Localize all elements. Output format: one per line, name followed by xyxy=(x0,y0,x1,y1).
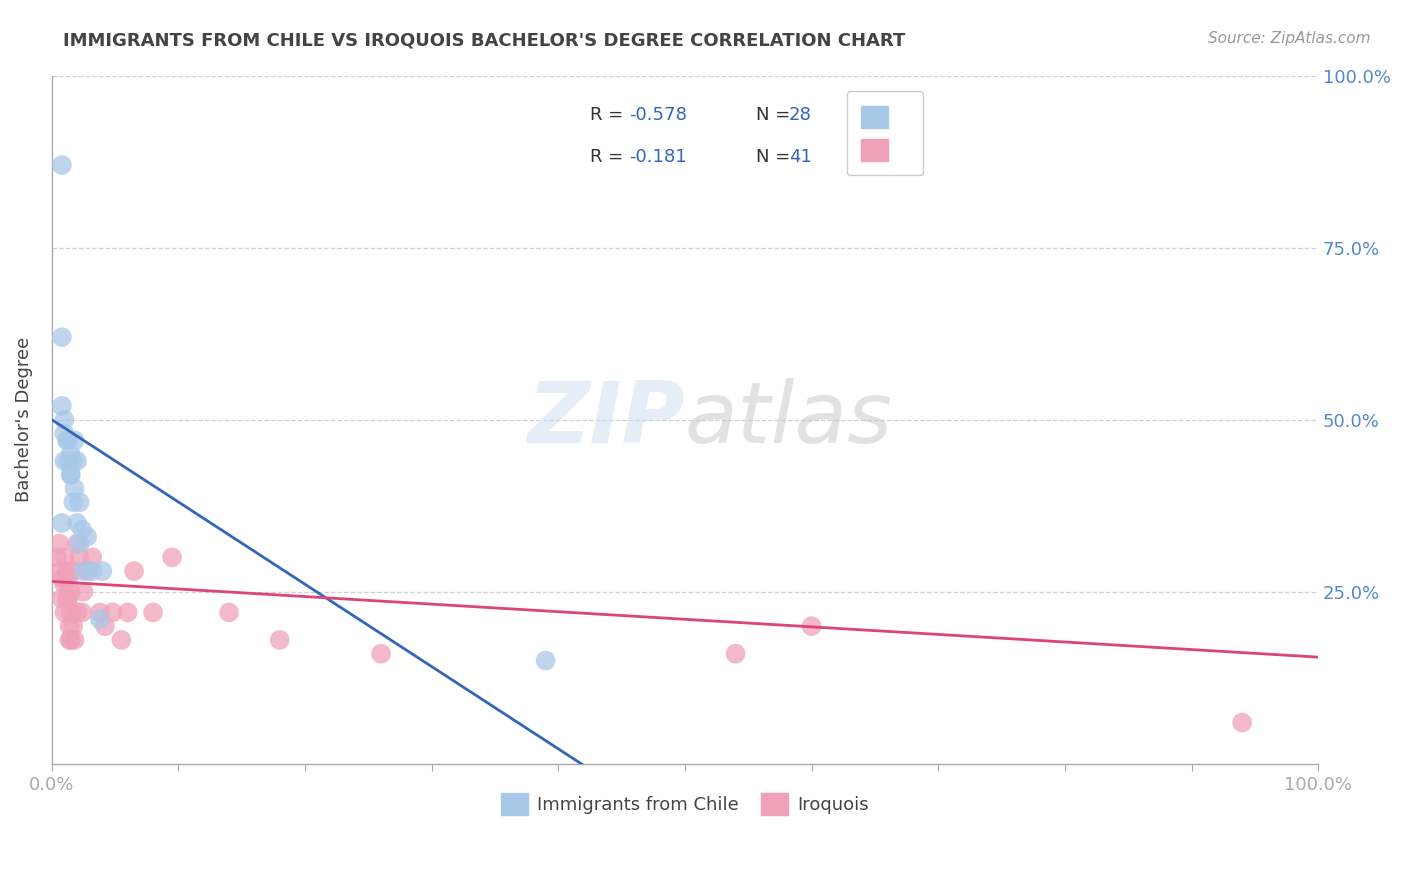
Point xyxy=(218,606,240,620)
Point xyxy=(56,434,79,448)
Point xyxy=(122,564,145,578)
Point xyxy=(53,606,76,620)
Point xyxy=(63,434,86,448)
Point xyxy=(69,550,91,565)
Text: Source: ZipAtlas.com: Source: ZipAtlas.com xyxy=(1208,31,1371,46)
Point xyxy=(58,632,80,647)
Point xyxy=(800,619,823,633)
Point xyxy=(59,467,82,482)
Point xyxy=(51,516,73,530)
Point xyxy=(66,516,89,530)
Point xyxy=(63,482,86,496)
Point xyxy=(89,606,111,620)
Point xyxy=(91,564,114,578)
Point xyxy=(53,550,76,565)
Point xyxy=(53,426,76,441)
Point xyxy=(269,632,291,647)
Point xyxy=(58,571,80,585)
Point xyxy=(70,606,93,620)
Point xyxy=(69,495,91,509)
Point xyxy=(69,536,91,550)
Text: ZIP: ZIP xyxy=(527,378,685,461)
Point xyxy=(60,564,83,578)
Point xyxy=(58,619,80,633)
Text: R =: R = xyxy=(591,148,628,166)
Point xyxy=(56,591,79,606)
Point xyxy=(59,467,82,482)
Point xyxy=(53,412,76,426)
Text: atlas: atlas xyxy=(685,378,893,461)
Point xyxy=(117,606,139,620)
Legend: Immigrants from Chile, Iroquois: Immigrants from Chile, Iroquois xyxy=(492,783,877,823)
Point xyxy=(160,550,183,565)
Point xyxy=(59,584,82,599)
Point xyxy=(72,564,94,578)
Point xyxy=(76,564,98,578)
Point xyxy=(1230,715,1253,730)
Point xyxy=(110,632,132,647)
Point xyxy=(66,606,89,620)
Text: -0.181: -0.181 xyxy=(630,148,688,166)
Text: N =: N = xyxy=(756,148,796,166)
Text: IMMIGRANTS FROM CHILE VS IROQUOIS BACHELOR'S DEGREE CORRELATION CHART: IMMIGRANTS FROM CHILE VS IROQUOIS BACHEL… xyxy=(63,31,905,49)
Point xyxy=(72,584,94,599)
Point xyxy=(53,578,76,592)
Point xyxy=(58,591,80,606)
Point xyxy=(62,454,84,468)
Point xyxy=(51,158,73,172)
Text: 41: 41 xyxy=(789,148,811,166)
Point xyxy=(51,591,73,606)
Point xyxy=(94,619,117,633)
Point xyxy=(89,612,111,626)
Text: 28: 28 xyxy=(789,106,811,125)
Point xyxy=(101,606,124,620)
Text: -0.578: -0.578 xyxy=(630,106,688,125)
Point xyxy=(724,647,747,661)
Point xyxy=(51,330,73,344)
Point xyxy=(76,530,98,544)
Point xyxy=(45,550,67,565)
Point xyxy=(82,564,104,578)
Point xyxy=(56,564,79,578)
Point xyxy=(62,495,84,509)
Point xyxy=(51,571,73,585)
Text: N =: N = xyxy=(756,106,796,125)
Text: R =: R = xyxy=(591,106,628,125)
Point xyxy=(370,647,392,661)
Point xyxy=(59,606,82,620)
Point xyxy=(70,523,93,537)
Point xyxy=(59,632,82,647)
Point xyxy=(534,654,557,668)
Point xyxy=(58,434,80,448)
Point xyxy=(62,619,84,633)
Point xyxy=(59,447,82,461)
Point xyxy=(66,454,89,468)
Point xyxy=(58,454,80,468)
Point xyxy=(49,564,72,578)
Point xyxy=(48,536,70,550)
Y-axis label: Bachelor's Degree: Bachelor's Degree xyxy=(15,337,32,502)
Point xyxy=(82,550,104,565)
Point xyxy=(51,399,73,413)
Point xyxy=(63,632,86,647)
Point xyxy=(53,454,76,468)
Point xyxy=(66,536,89,550)
Point xyxy=(142,606,165,620)
